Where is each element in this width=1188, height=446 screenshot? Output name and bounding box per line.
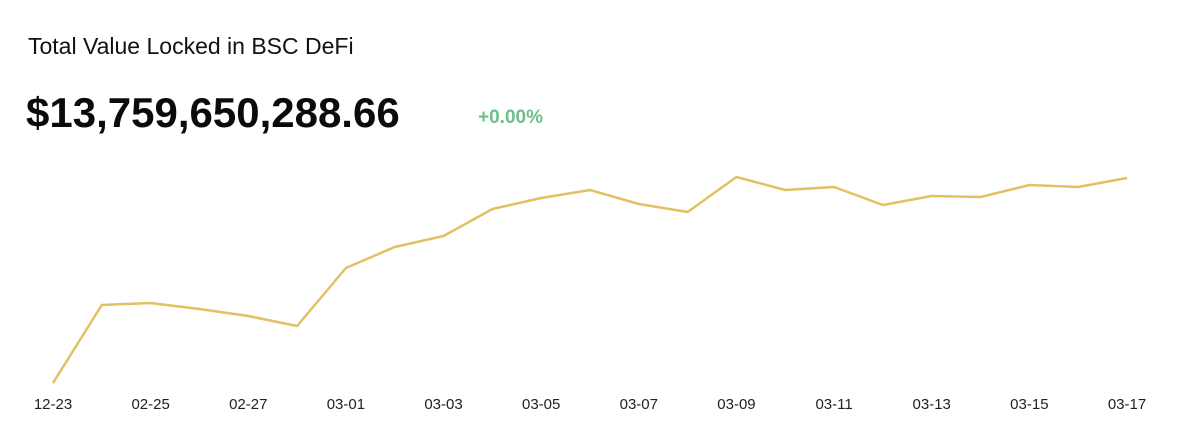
- x-tick-label: 03-11: [815, 396, 852, 413]
- x-tick-label: 03-13: [913, 396, 951, 413]
- x-tick-label: 03-03: [424, 396, 462, 413]
- x-tick-label: 03-07: [620, 396, 658, 413]
- x-tick-label: 02-25: [131, 396, 169, 413]
- chart-title: Total Value Locked in BSC DeFi: [28, 33, 354, 59]
- x-tick-label: 03-01: [327, 396, 365, 413]
- x-tick-label: 12-23: [34, 396, 72, 413]
- x-tick-label: 03-17: [1108, 396, 1146, 413]
- change-percent: +0.00%: [478, 107, 543, 128]
- tvl-line: [51, 175, 1128, 384]
- total-value: $13,759,650,288.66: [26, 89, 400, 136]
- x-tick-label: 03-09: [717, 396, 755, 413]
- x-tick-label: 03-05: [522, 396, 560, 413]
- x-tick-label: 02-27: [229, 396, 267, 413]
- x-tick-label: 03-15: [1010, 396, 1048, 413]
